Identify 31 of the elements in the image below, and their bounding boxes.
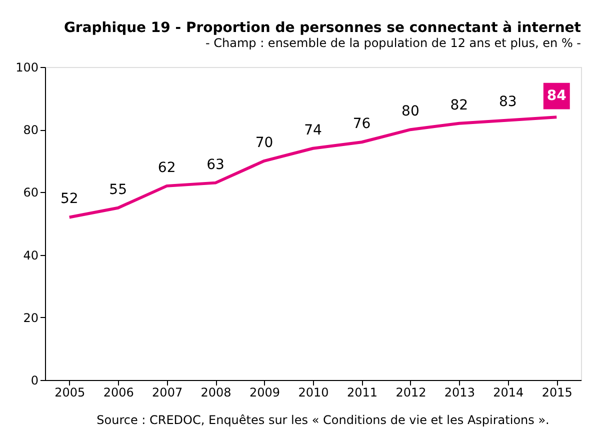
- y-tick-label: 60: [23, 186, 38, 200]
- x-tick-label: 2008: [200, 386, 232, 400]
- data-label: 62: [158, 160, 176, 176]
- x-tick-label: 2014: [493, 386, 524, 400]
- data-label: 76: [352, 116, 371, 132]
- x-tick-label: 2005: [54, 386, 86, 400]
- data-label: 63: [206, 156, 224, 173]
- x-tick-label: 2010: [298, 386, 329, 400]
- chart-title: Graphique 19 - Proportion de personnes se connectant à internet: [64, 20, 582, 36]
- data-label: 55: [109, 182, 128, 198]
- x-tick-label: 2007: [152, 386, 183, 400]
- chart-subtitle: - Champ : ensemble de la population de 12 ans et plus, en % -: [205, 36, 581, 50]
- y-tick-label: 100: [16, 60, 38, 74]
- data-label: 84: [546, 88, 567, 104]
- data-label: 52: [60, 191, 78, 208]
- x-tick-label: 2012: [396, 386, 426, 400]
- data-label: 82: [450, 97, 468, 114]
- x-tick-label: 2009: [250, 386, 280, 400]
- data-label: 70: [255, 134, 274, 151]
- data-label: 74: [304, 122, 322, 138]
- data-label: 83: [498, 94, 517, 110]
- y-tick-label: 40: [23, 248, 38, 262]
- x-tick-label: 2015: [542, 386, 572, 400]
- data-label: 80: [402, 104, 420, 120]
- x-tick-label: 2011: [346, 386, 378, 400]
- y-tick-label: 20: [23, 310, 38, 325]
- y-tick-label: 80: [23, 123, 38, 138]
- y-tick-label: 0: [30, 374, 38, 388]
- x-tick-label: 2006: [103, 386, 134, 400]
- x-tick-label: 2013: [444, 386, 475, 400]
- source-note: Source : CREDOC, Enquêtes sur les « Conditions de vie et les Aspirations ».: [96, 413, 550, 427]
